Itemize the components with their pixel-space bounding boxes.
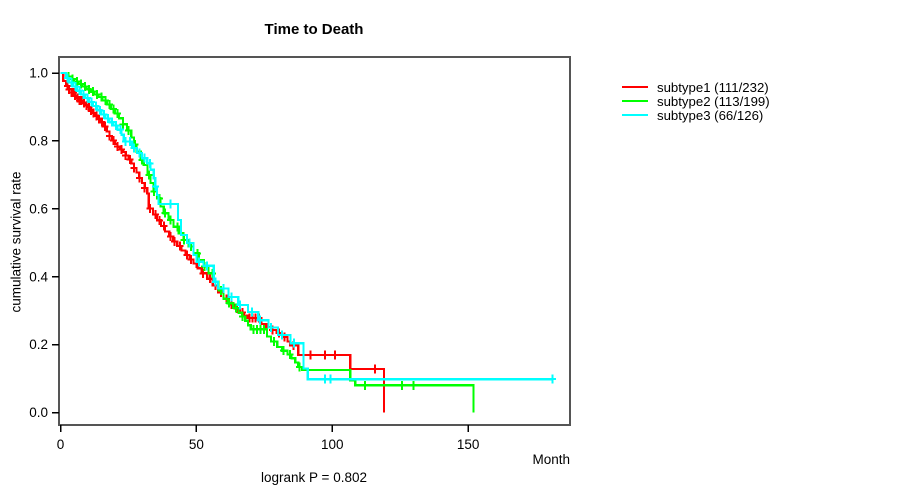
legend-label: subtype3 (66/126) [657, 107, 764, 123]
x-tick-label: 50 [189, 437, 204, 452]
legend-item-2: subtype2 (113/199) [622, 93, 770, 109]
legend-label: subtype1 (111/232) [657, 79, 769, 95]
x-tick-label: 100 [321, 437, 344, 452]
legend-item-1: subtype1 (111/232) [622, 79, 770, 95]
legend: subtype1 (111/232) subtype2 (113/199) subt… [622, 79, 770, 123]
y-tick-label: 0.8 [29, 134, 48, 149]
survival-curve-1 [60, 71, 385, 413]
legend-label: subtype2 (113/199) [657, 93, 770, 109]
y-tick-label: 1.0 [29, 66, 48, 81]
logrank-pvalue: logrank P = 0.802 [261, 470, 367, 485]
legend-item-3: subtype3 (66/126) [622, 107, 770, 123]
x-tick-label: 0 [57, 437, 65, 452]
legend-line-sample [622, 114, 648, 116]
legend-line-sample [622, 86, 648, 88]
x-axis-label: Month [532, 452, 570, 467]
y-axis-label: cumulative survival rate [8, 171, 24, 313]
plot-frame [58, 56, 571, 426]
survival-curve-3 [60, 71, 553, 381]
x-tick-label: 150 [457, 437, 480, 452]
y-tick-label: 0.4 [29, 269, 48, 284]
y-tick-label: 0.2 [29, 337, 48, 352]
legend-line-sample [622, 100, 648, 102]
chart-title: Time to Death [264, 21, 364, 38]
y-tick-label: 0.6 [29, 201, 48, 216]
y-tick-label: 0.0 [29, 405, 48, 420]
